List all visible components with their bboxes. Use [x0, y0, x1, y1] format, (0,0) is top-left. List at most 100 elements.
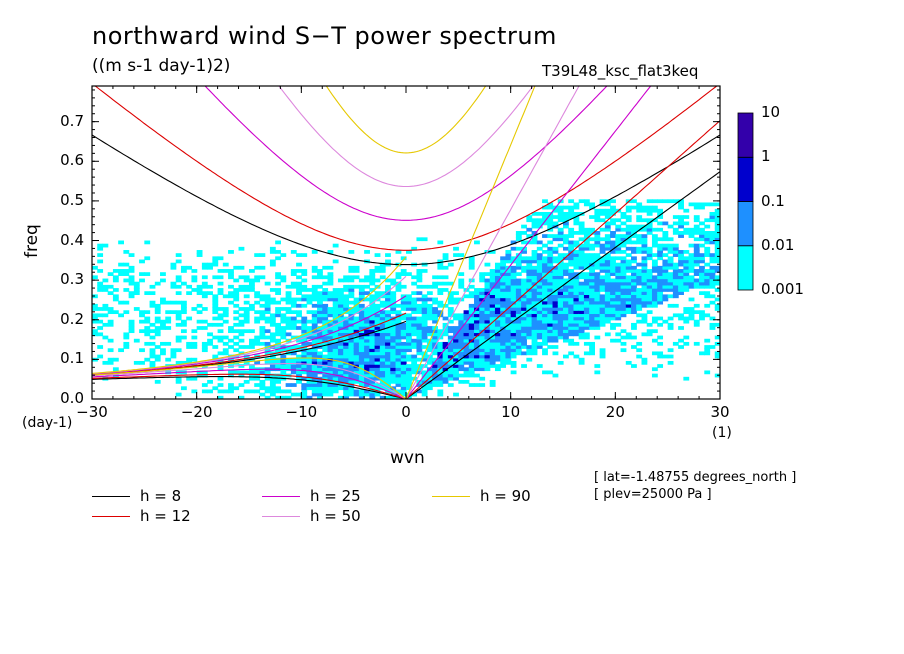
- power-cell: [568, 316, 575, 321]
- power-cell: [474, 319, 480, 324]
- power-cell: [306, 300, 313, 305]
- power-cell: [348, 383, 355, 387]
- power-cell: [317, 284, 323, 289]
- power-cell: [615, 281, 622, 286]
- power-cell: [573, 341, 580, 346]
- power-cell: [667, 256, 674, 261]
- power-cell: [453, 367, 459, 372]
- power-cell: [390, 379, 397, 384]
- power-cell: [631, 281, 637, 286]
- power-cell: [175, 379, 182, 384]
- power-cell: [620, 259, 627, 264]
- power-cell: [594, 237, 601, 242]
- power-cell: [301, 316, 308, 321]
- power-cell: [447, 291, 454, 296]
- power-cell: [364, 376, 370, 381]
- power-cell: [337, 332, 344, 337]
- power-cell: [233, 341, 240, 346]
- power-cell: [337, 303, 344, 308]
- power-cell: [589, 227, 595, 232]
- power-cell: [301, 303, 308, 308]
- power-cell: [327, 364, 334, 368]
- power-cell: [484, 348, 491, 353]
- power-cell: [353, 392, 360, 397]
- power-cell: [484, 332, 491, 337]
- power-cell: [599, 208, 606, 213]
- y-tick-label: 0.7: [60, 111, 84, 130]
- power-cell: [620, 227, 627, 232]
- power-cell: [385, 319, 391, 324]
- power-cell: [421, 319, 428, 324]
- power-cell: [594, 294, 601, 299]
- power-cell: [662, 246, 669, 251]
- power-cell: [369, 373, 376, 378]
- power-cell: [275, 386, 281, 391]
- power-cell: [426, 307, 433, 311]
- power-cell: [594, 211, 601, 216]
- power-cell: [557, 253, 564, 257]
- power-cell: [306, 310, 313, 315]
- power-cell: [442, 275, 449, 280]
- power-cell: [678, 278, 684, 283]
- power-cell: [343, 284, 350, 289]
- power-cell: [709, 259, 716, 264]
- power-cell: [374, 367, 381, 372]
- power-cell: [552, 250, 559, 254]
- power-cell: [631, 250, 637, 254]
- power-cell: [144, 291, 151, 296]
- power-cell: [437, 389, 444, 394]
- power-cell: [651, 284, 658, 289]
- power-cell: [552, 313, 559, 318]
- power-cell: [97, 307, 104, 311]
- power-cell: [563, 221, 569, 226]
- power-cell: [636, 294, 643, 299]
- power-cell: [306, 386, 313, 391]
- power-cell: [531, 294, 538, 299]
- power-cell: [348, 367, 355, 372]
- power-cell: [646, 310, 653, 315]
- power-cell: [343, 278, 350, 283]
- power-cell: [207, 262, 213, 267]
- power-cell: [699, 231, 705, 235]
- power-cell: [573, 262, 580, 267]
- power-cell: [222, 319, 229, 324]
- power-cell: [489, 281, 496, 286]
- power-cell: [353, 265, 360, 270]
- power-cell: [426, 370, 433, 375]
- power-cell: [97, 243, 104, 248]
- power-cell: [390, 297, 397, 302]
- power-cell: [479, 367, 486, 372]
- power-cell: [484, 354, 491, 359]
- power-cell: [411, 316, 418, 321]
- power-cell: [154, 303, 161, 308]
- power-cell: [447, 341, 454, 346]
- power-cell: [604, 303, 611, 308]
- power-cell: [667, 275, 674, 280]
- power-cell: [678, 291, 684, 296]
- power-cell: [641, 240, 648, 245]
- power-cell: [521, 250, 527, 254]
- power-cell: [620, 303, 627, 308]
- power-cell: [301, 294, 308, 299]
- power-cell: [536, 246, 543, 251]
- power-cell: [474, 288, 480, 292]
- power-cell: [280, 357, 287, 362]
- power-cell: [458, 373, 465, 378]
- power-cell: [479, 345, 486, 349]
- power-cell: [521, 316, 527, 321]
- power-cell: [552, 332, 559, 337]
- power-cell: [573, 300, 580, 305]
- power-cell: [636, 288, 643, 292]
- power-cell: [500, 265, 507, 270]
- x-axis-label: wvn: [390, 448, 425, 468]
- power-cell: [531, 256, 538, 261]
- power-cell: [390, 354, 397, 359]
- power-cell: [578, 294, 585, 299]
- power-cell: [374, 357, 381, 362]
- power-cell: [557, 294, 564, 299]
- power-cell: [583, 322, 590, 327]
- power-cell: [552, 294, 559, 299]
- power-cell: [233, 316, 240, 321]
- power-cell: [468, 335, 475, 340]
- power-cell: [651, 243, 658, 248]
